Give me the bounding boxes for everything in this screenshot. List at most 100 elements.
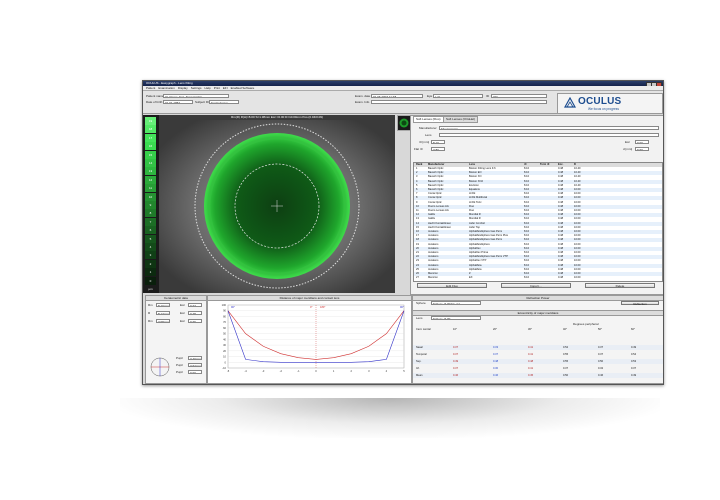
table-cell: 8.10 [524, 230, 530, 233]
table-cell: 10.00 [574, 221, 581, 225]
edit-fluo-button[interactable]: Edit Fluo [417, 283, 487, 288]
d-field[interactable]: 9.60 [635, 147, 649, 151]
lens-label-2: Lens [416, 316, 423, 320]
menu-item[interactable]: Enabled Software [230, 86, 255, 90]
pupil-value[interactable]: 0.00 [188, 370, 202, 374]
table-row[interactable]: 20 Jenalens AlphaFlex 8.10 0.48 10.00 [414, 246, 662, 251]
eye-field[interactable]: Left [433, 94, 483, 98]
table-row[interactable]: 26 Menicon Z 8.10 0.48 10.00 [414, 272, 662, 276]
table-row[interactable]: 14 Hecht Kontaktlinsen Asfer Comfort 8.10 0.… [414, 221, 662, 226]
pupil-value[interactable]: 3.40mm [188, 356, 202, 360]
table-cell: 8.10 [524, 188, 530, 191]
table-row[interactable]: 8 Conta Optic Hi Dk Multifocal 8.10 0.48 10.0… [414, 196, 662, 201]
table-row[interactable]: 16 Jenalens AlphaMetaSphere Gas Perm 8.10 0.… [414, 230, 662, 234]
table-cell: 10.40 [574, 171, 581, 175]
subject-id-field[interactable]: Keratokonus [209, 100, 239, 104]
lens-label: Lens [425, 133, 432, 137]
app-window: OCULUS - Easygraph - Lens fitting Patien… [142, 80, 664, 385]
y-tick-label: 40 [223, 337, 226, 341]
eccentricity-header: Eccentricity of major meridians [413, 311, 663, 316]
kerat-value[interactable]: 0.37 [188, 303, 202, 307]
id-field[interactable]: OR [491, 94, 547, 98]
ecc-field[interactable]: 0.00 [635, 140, 649, 144]
kerat-value[interactable]: 8.10mm [156, 303, 170, 307]
lens-field[interactable]: Sphere -5.00 [431, 316, 481, 320]
table-row[interactable]: 27 Menicon EX 8.10 0.48 10.00 [414, 276, 662, 280]
kerat-value[interactable]: 7.98mm [156, 319, 170, 323]
table-row[interactable]: 21 Jenalens AlphaFlex Prima 8.10 0.48 10.00 [414, 251, 662, 255]
menu-item[interactable]: Help [204, 86, 211, 90]
menu-item[interactable]: Patient [146, 86, 156, 90]
table-cell: 1 [416, 167, 418, 170]
dob-field[interactable]: 01.01.1952 [163, 100, 193, 104]
column-header[interactable]: r0 [524, 163, 527, 166]
lens-selection-panel: Soft Lenses (Fluo) Soft Lenses (OrtoHel)… [410, 115, 663, 295]
ecc-cell: 0.41 [528, 346, 534, 349]
table-row[interactable]: 9 Conta Optic Hi Dk Toric 8.10 0.48 10.00 [414, 201, 662, 205]
table-cell: Bausch Optic [428, 171, 444, 175]
table-row[interactable]: 17 Jenalens AlphaMetaSphere Gas Perm Plus 8… [414, 234, 662, 238]
menu-item[interactable]: Display [177, 86, 188, 90]
table-cell: 0.48 [558, 179, 564, 183]
tab-soft-lenses-ortohel[interactable]: Soft Lenses (OrtoHel) [443, 116, 479, 123]
menu-item[interactable]: Examination [158, 86, 175, 90]
table-row[interactable]: 23 Jenalens AlphaFlex VTP 8.10 0.48 10.00 [414, 259, 662, 263]
column-header[interactable]: Lens [469, 163, 476, 166]
table-cell: 0.48 [558, 276, 564, 280]
table-row[interactable]: 24 Jenalens AlphaMeta 8.10 0.48 10.00 [414, 263, 662, 268]
patient-name-field[interactable]: Hl_Demo_Ecc_Topographie [163, 94, 229, 98]
pupil-value[interactable]: 3.64mm [188, 363, 202, 367]
table-cell: 9 [416, 200, 418, 204]
column-header[interactable]: D [574, 163, 576, 166]
exam-info-field[interactable] [371, 100, 547, 104]
lens-select[interactable] [439, 133, 659, 137]
sphere-field[interactable]: Sphere -5.00dpt, cyl [431, 301, 481, 305]
y-tick-label: 100 [222, 303, 227, 307]
kerat-value[interactable]: 0.48 [188, 311, 202, 315]
exam-date-field[interactable]: 01.06.2007 11:48 [371, 94, 423, 98]
lens-table[interactable]: Rank Manufacturer Lens r0 Toric r0 Ecc. D 1 Baus… [413, 162, 663, 282]
table-row[interactable]: 1 Bausch Optic Boston Fitting Lens 9.6 8.10… [414, 167, 662, 171]
kerat-value[interactable]: 0.39 [188, 319, 202, 323]
column-header[interactable]: Ecc. [558, 163, 564, 166]
ecc-cell: Sup. [416, 360, 422, 363]
table-cell: Jenalens [428, 267, 439, 271]
table-row[interactable]: 5 Bausch Optic Envision 8.10 0.48 10.40 [414, 184, 662, 188]
table-row[interactable]: 11 Fluoro Lenses AG Fluo 8.10 0.48 10.00 [414, 209, 662, 213]
kerat-value[interactable]: 8.17mm [156, 311, 170, 315]
table-row[interactable]: 2 Bausch Optic Boston EO 8.10 0.48 10.40 [414, 171, 662, 176]
id-label: ID [486, 94, 489, 98]
table-row[interactable]: 18 Jenalens AlphaMetaSphere Gas Perm 8.10 0.… [414, 238, 662, 243]
table-cell: Galifa [428, 213, 435, 217]
menu-item[interactable]: Settings [190, 86, 202, 90]
table-row[interactable]: 15 Hecht Kontaktlinsen Asfer Top 8.10 0.48 10… [414, 226, 662, 230]
r0-field[interactable]: 8.10 [431, 140, 445, 144]
column-header[interactable]: Rank [416, 163, 423, 166]
table-row[interactable]: 22 Jenalens AlphaMetaSphere Gas Perm VTP 8.… [414, 255, 662, 260]
reflection-button[interactable]: Reflection [621, 301, 659, 306]
topography-map[interactable]: Rm(R) R(H)=8.00 S=1.38mm Ecc:=0.00 D=10.… [159, 115, 395, 293]
screen-reflection [120, 398, 660, 438]
table-cell: AlphaFlex [469, 246, 481, 250]
table-row[interactable]: 6 Bausch Optic Equalens 8.10 0.48 10.00 [414, 188, 662, 192]
table-row[interactable]: 12 Galifa Mondial R 8.10 0.48 10.00 [414, 213, 662, 218]
flat-r0-field[interactable]: 7.80 [431, 147, 445, 151]
column-header[interactable]: Manufacturer [428, 163, 445, 166]
menu-item[interactable]: Print [213, 86, 220, 90]
tab-soft-lenses-fluo[interactable]: Soft Lenses (Fluo) [413, 116, 444, 123]
column-header[interactable]: Toric r0 [540, 163, 550, 166]
table-row[interactable]: 3 Bausch Optic Boston XO 8.10 0.48 10.40 [414, 175, 662, 179]
menu-item[interactable]: EFI [222, 86, 228, 90]
table-row[interactable]: 10 Fluoro Lenses AG Fluo 8.10 0.48 10.00 [414, 204, 662, 209]
table-row[interactable]: 7 Conta Optic Hi Dk 8.10 0.48 10.00 [414, 192, 662, 196]
eye-thumbnail[interactable] [397, 115, 411, 131]
delete-button[interactable]: Delete [585, 283, 655, 288]
table-row[interactable]: 19 Jenalens AlphaMetaSphere 8.10 0.48 10.00 [414, 243, 662, 247]
import-button[interactable]: Import ... [501, 283, 571, 288]
table-row[interactable]: 4 Bausch Optic Boston XO2 8.10 0.48 10.40 [414, 179, 662, 184]
flat-r0-label: Flat r0 [414, 147, 423, 151]
manufacturer-select[interactable]: Fluoresceine [439, 126, 659, 130]
table-cell: 8.10 [524, 242, 530, 246]
table-row[interactable]: 25 Jenalens AlphaMeta 8.10 0.48 10.00 [414, 268, 662, 272]
table-row[interactable]: 13 Galifa Mondial R 8.10 0.48 10.00 [414, 217, 662, 221]
